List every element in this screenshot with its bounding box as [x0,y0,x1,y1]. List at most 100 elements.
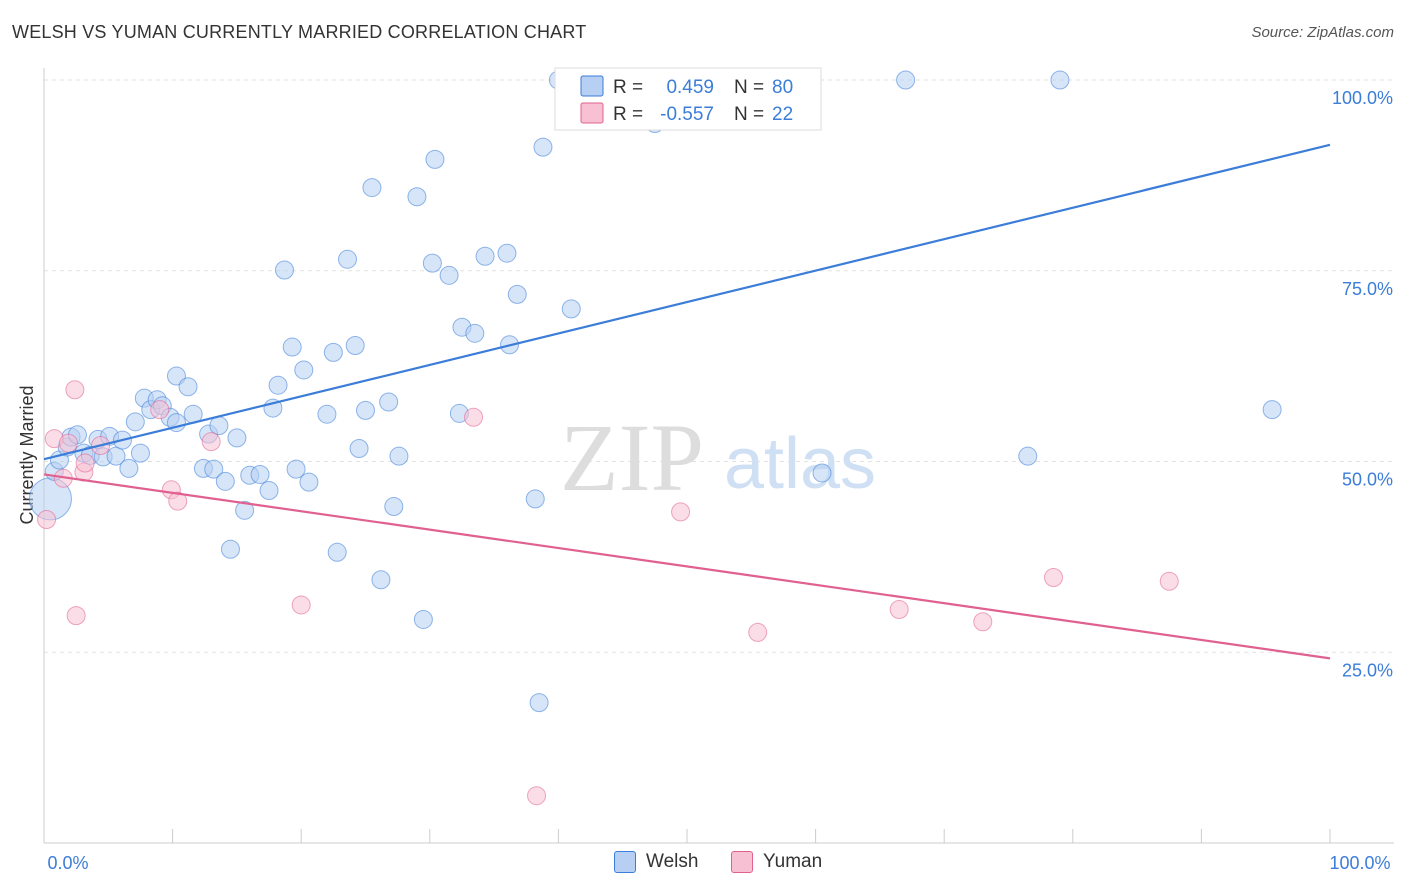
welsh-point [299,472,319,492]
x-ticks [172,829,1331,843]
welsh-point [362,178,382,198]
welsh-swatch [580,75,604,97]
welsh-n-label: N = [734,77,764,98]
welsh-point [337,249,357,269]
legend-label-yuman: Yuman [763,851,823,872]
welsh-point [204,459,224,479]
welsh-point [356,400,375,420]
welsh-point [106,446,126,466]
welsh-point [1050,70,1070,90]
welsh-point [268,375,288,395]
welsh-point [413,609,433,629]
yuman-point [201,432,221,452]
welsh-point [497,243,517,263]
chart-title: WELSH VS YUMAN CURRENTLY MARRIED CORRELA… [12,22,587,42]
welsh-point [525,489,545,509]
yuman-point [291,595,311,615]
welsh-point [282,337,302,357]
yuman-swatch [580,102,604,124]
welsh-point [130,443,150,463]
welsh-point [465,323,485,343]
welsh-point [259,480,279,500]
welsh-point [317,404,337,424]
welsh-point [422,253,442,273]
chart-source: Source: ZipAtlas.com [1251,24,1394,41]
y-tick-label-50: 50.0% [1342,470,1393,490]
welsh-point [286,459,306,479]
welsh-point [507,284,527,304]
yuman-point [66,606,86,626]
yuman-point [889,600,909,620]
yuman-point [65,380,85,400]
welsh-point [235,500,255,520]
welsh-point [384,497,404,517]
yuman-point [168,491,188,511]
welsh-point [812,463,832,483]
welsh-point [379,392,399,412]
yuman-r-label: R = [613,104,643,125]
legend-swatch-welsh [614,851,636,873]
welsh-point [215,471,235,491]
welsh-point [475,246,495,266]
yuman-point [1044,567,1064,587]
y-tick-label-75: 75.0% [1342,279,1393,299]
welsh-point [1018,446,1038,466]
x-tick-label-max: 100.0% [1329,853,1390,873]
yuman-n-value: 22 [772,104,793,125]
watermark-zip: ZIP [560,404,704,511]
welsh-point [345,336,365,356]
welsh-r-value: 0.459 [666,77,714,98]
welsh-trend-line [43,143,1331,461]
trend-lines [43,143,1331,660]
yuman-point [150,400,170,420]
yuman-point [37,509,57,529]
legend-label-welsh: Welsh [646,851,699,872]
yuman-n-label: N = [734,104,764,125]
welsh-n-value: 80 [772,77,793,98]
yuman-point [75,453,95,473]
welsh-point [178,377,198,397]
yuman-r-value: -0.557 [660,104,714,125]
yuman-point [1159,571,1179,591]
yuman-point [58,433,78,453]
legend-item-yuman[interactable]: Yuman [731,851,822,873]
welsh-point [439,265,459,285]
welsh-point [227,428,247,448]
y-tick-labels: 25.0% 50.0% 75.0% 100.0% [1332,88,1393,680]
yuman-point [464,407,484,427]
legend-swatch-yuman [731,851,753,873]
welsh-point [1262,400,1282,420]
welsh-point [896,70,916,90]
yuman-point [973,612,993,632]
welsh-point [425,149,445,169]
yuman-point [748,622,768,642]
welsh-point [323,342,343,362]
stats-legend: R = 0.459 N = 80 R = -0.557 N = 22 [554,67,822,131]
x-tick-label-min: 0.0% [47,853,88,873]
series-legend: Welsh Yuman [0,851,1406,879]
yuman-point [527,786,547,806]
welsh-point [533,137,553,157]
welsh-point [250,464,270,484]
welsh-point [327,542,347,562]
data-points [28,70,1282,806]
yuman-point [671,502,691,522]
yuman-trend-line [43,473,1331,660]
legend-item-welsh[interactable]: Welsh [614,851,698,873]
welsh-point [349,439,369,459]
welsh-point [407,187,427,207]
welsh-point [274,260,294,280]
gridlines [44,79,1394,653]
welsh-point [125,412,145,432]
welsh-r-label: R = [613,77,643,98]
welsh-point [294,360,314,380]
watermark-atlas: atlas [724,424,876,504]
welsh-point [529,693,549,713]
y-tick-label-25: 25.0% [1342,660,1393,680]
welsh-point [371,570,391,590]
welsh-point [209,416,229,436]
y-tick-label-100: 100.0% [1332,88,1393,108]
welsh-point [389,446,409,466]
welsh-point [119,458,139,478]
